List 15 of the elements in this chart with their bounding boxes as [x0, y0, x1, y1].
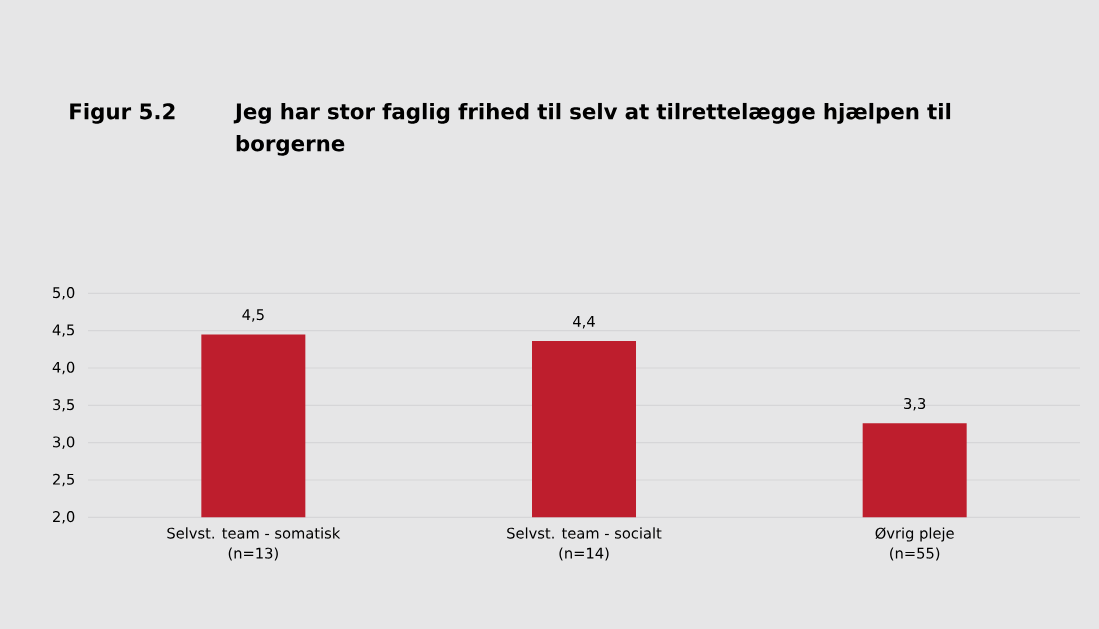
- y-tick-label: 4,5: [52, 324, 75, 337]
- y-tick-label: 2,5: [53, 473, 75, 487]
- y-tick-label: 2,0: [53, 511, 75, 524]
- chart-title: Jeg har stor faglig frihed til selv at tilrettelægge hjælpen til borgerne: [233, 102, 951, 156]
- data-label: 4,5: [242, 309, 264, 322]
- text: Figur 5.2: [70, 102, 175, 124]
- x-tick-label: Selvst. team - somatisk (n=13): [167, 527, 341, 561]
- y-tick-label: 4,0: [52, 361, 75, 375]
- y-tick-label: 3,5: [53, 399, 75, 412]
- y-tick-label: 3,0: [53, 436, 75, 449]
- data-label: 4,4: [573, 316, 595, 329]
- data-label: 3,3: [904, 397, 926, 411]
- x-tick-label: Øvrig pleje (n=55): [875, 527, 954, 561]
- x-tick-label: Selvst. team - socialt (n=14): [507, 527, 662, 561]
- y-tick-label: 5,0: [53, 287, 75, 300]
